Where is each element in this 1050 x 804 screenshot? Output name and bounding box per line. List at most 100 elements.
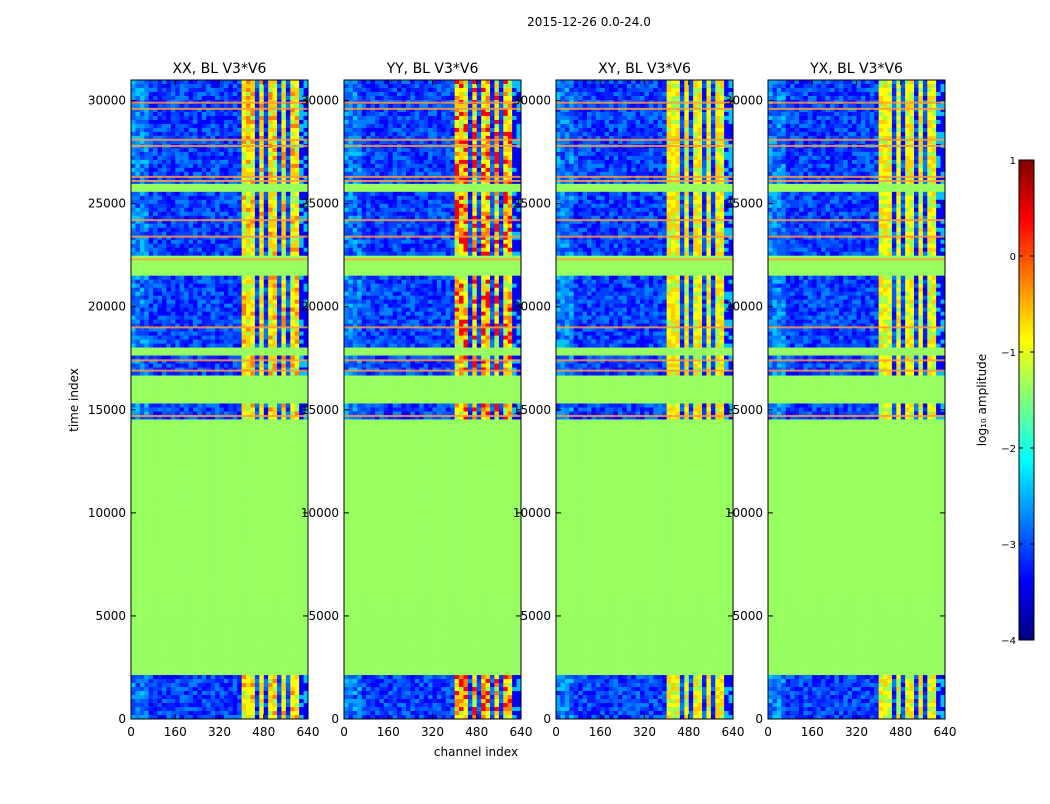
heatmap-cell (294, 147, 300, 153)
heatmap-cell (135, 263, 141, 268)
heatmap-cell (206, 91, 211, 97)
heatmap-cell (175, 571, 180, 576)
heatmap-cell (294, 127, 300, 133)
heatmap-cell (246, 555, 251, 560)
heatmap-cell (241, 275, 247, 280)
heatmap-cell (197, 547, 203, 552)
heatmap-cell (272, 407, 278, 412)
heatmap-cell (241, 407, 247, 412)
heatmap-cell (303, 235, 308, 241)
heatmap-cell (250, 115, 256, 121)
heatmap-cell (139, 467, 145, 472)
heatmap-cell (170, 311, 176, 316)
heatmap-cell (161, 327, 167, 332)
heatmap-cell (148, 167, 154, 173)
heatmap-cell (153, 531, 158, 536)
heatmap-cell (263, 131, 269, 137)
heatmap-cell (161, 139, 167, 145)
heatmap-cell (144, 267, 149, 272)
heatmap-cell (184, 527, 189, 532)
heatmap-cell (259, 523, 265, 528)
heatmap-cell (277, 467, 282, 472)
heatmap-cell (241, 515, 247, 520)
heatmap-cell (272, 207, 278, 213)
heatmap-cell (290, 299, 296, 304)
heatmap-cell (281, 139, 287, 145)
heatmap-cell (197, 535, 203, 540)
heatmap-cell (232, 315, 238, 320)
heatmap-cell (219, 467, 225, 472)
heatmap-cell (223, 83, 229, 89)
heatmap-cell (157, 555, 163, 560)
heatmap-cell (166, 327, 172, 332)
heatmap-cell (246, 251, 251, 257)
heatmap-cell (285, 523, 291, 528)
heatmap-cell (259, 463, 265, 468)
heatmap-cell (232, 539, 238, 544)
heatmap-cell (170, 555, 176, 560)
heatmap-cell (246, 175, 251, 181)
heatmap-cell (285, 147, 291, 153)
heatmap-cell (237, 431, 242, 436)
heatmap-cell (250, 291, 256, 296)
heatmap-cell (223, 375, 229, 380)
heatmap-cell (281, 427, 287, 432)
heatmap-cell (139, 511, 145, 516)
heatmap-cell (290, 331, 296, 336)
heatmap-cell (153, 459, 158, 464)
heatmap-cell (131, 431, 136, 436)
heatmap-cell (175, 531, 180, 536)
heatmap-cell (294, 363, 300, 368)
heatmap-cell (241, 507, 247, 512)
heatmap-cell (303, 155, 308, 161)
heatmap-cell (206, 403, 211, 408)
heatmap-cell (237, 379, 242, 384)
heatmap-cell (259, 299, 265, 304)
heatmap-cell (144, 91, 149, 97)
heatmap-cell (161, 307, 167, 312)
heatmap-cell (215, 303, 220, 308)
heatmap-cell (259, 287, 265, 292)
heatmap-cell (259, 95, 265, 101)
heatmap-cell (259, 251, 265, 257)
heatmap-cell (241, 543, 247, 548)
heatmap-cell (285, 307, 291, 312)
heatmap-cell (268, 491, 273, 496)
heatmap-cell (215, 299, 220, 304)
heatmap-cell (206, 83, 211, 89)
heatmap-cell (232, 527, 238, 532)
heatmap-cell (223, 267, 229, 272)
heatmap-cell (281, 379, 287, 384)
heatmap-cell (131, 187, 136, 193)
heatmap-cell (210, 243, 216, 249)
heatmap-cell (175, 415, 180, 420)
heatmap-cell (259, 439, 265, 444)
heatmap-cell (206, 467, 211, 472)
heatmap-cell (175, 103, 180, 109)
heatmap-cell (237, 159, 242, 165)
heatmap-cell (148, 115, 154, 121)
heatmap-cell (272, 199, 278, 205)
heatmap-cell (215, 163, 220, 169)
heatmap-cell (161, 407, 167, 412)
heatmap-cell (201, 487, 207, 492)
heatmap-cell (206, 415, 211, 420)
heatmap-cell (192, 311, 198, 316)
heatmap-cell (294, 299, 300, 304)
heatmap-cell (268, 195, 273, 201)
heatmap-cell (210, 479, 216, 484)
heatmap-cell (135, 247, 141, 253)
heatmap-cell (188, 407, 194, 412)
heatmap-cell (188, 239, 194, 245)
heatmap-cell (299, 503, 304, 508)
heatmap-cell (184, 191, 189, 197)
heatmap-cell (294, 467, 300, 472)
heatmap-cell (228, 523, 234, 528)
heatmap-cell (254, 431, 260, 436)
heatmap-cell (241, 123, 247, 129)
heatmap-cell (232, 231, 238, 237)
heatmap-cell (268, 423, 273, 428)
heatmap-cell (157, 375, 163, 380)
heatmap-cell (192, 87, 198, 93)
heatmap-cell (188, 107, 194, 113)
